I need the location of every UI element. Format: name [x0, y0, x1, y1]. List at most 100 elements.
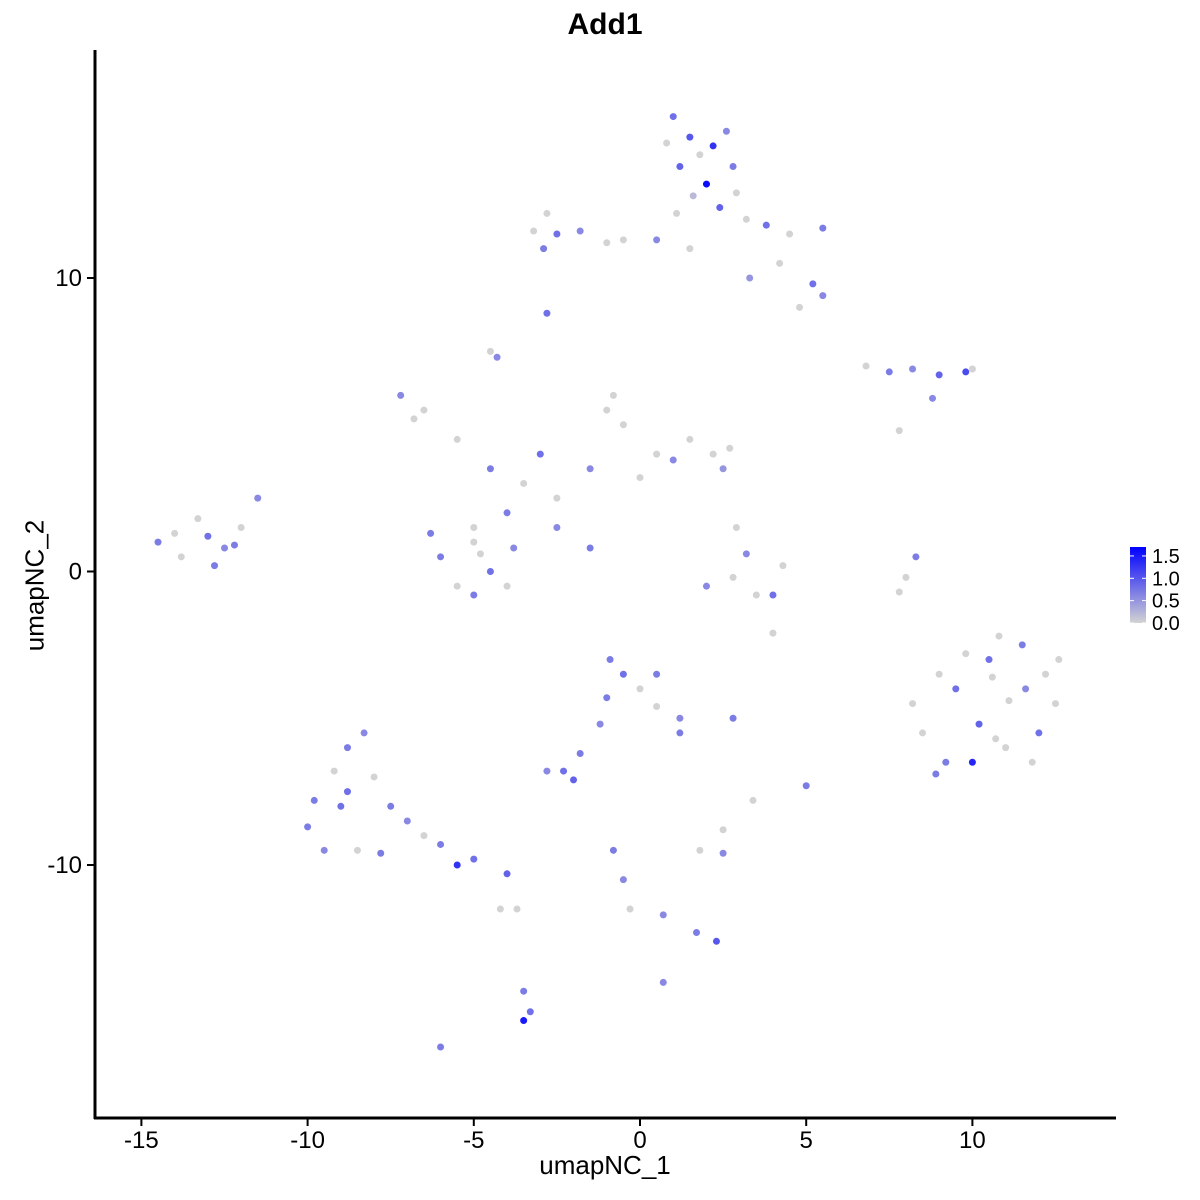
data-point — [653, 236, 661, 244]
data-point — [343, 744, 351, 752]
data-point — [221, 544, 228, 552]
data-point — [769, 629, 777, 637]
data-point — [377, 849, 385, 857]
data-point — [686, 133, 694, 141]
data-point — [1018, 641, 1026, 649]
data-point — [712, 937, 720, 945]
data-point — [337, 802, 345, 810]
data-point — [510, 544, 518, 552]
data-point — [988, 673, 996, 681]
data-point — [343, 788, 351, 796]
data-point — [1002, 744, 1010, 752]
x-tick-label: -15 — [124, 1127, 159, 1154]
data-point — [919, 729, 927, 737]
data-point — [653, 703, 661, 711]
data-point — [370, 773, 378, 781]
data-point — [702, 582, 710, 590]
data-point — [560, 767, 568, 775]
data-point — [909, 365, 917, 373]
data-point — [626, 905, 634, 913]
data-point — [603, 239, 611, 247]
data-point — [729, 573, 737, 581]
color-legend-bar — [1130, 547, 1146, 623]
data-point — [526, 1008, 534, 1016]
data-point — [752, 591, 760, 599]
data-point — [909, 700, 917, 708]
data-point — [732, 189, 740, 197]
data-point — [609, 846, 617, 854]
data-point — [676, 714, 684, 722]
data-point — [420, 406, 428, 414]
data-point — [669, 113, 677, 121]
data-point — [453, 861, 461, 869]
data-point — [619, 236, 627, 244]
data-point — [676, 162, 684, 170]
data-point — [553, 494, 561, 502]
data-point — [427, 529, 435, 537]
data-point — [230, 541, 238, 549]
data-point — [935, 670, 943, 678]
data-point — [211, 562, 219, 570]
data-point — [895, 427, 903, 435]
data-point — [742, 215, 750, 223]
data-point — [696, 151, 704, 159]
y-tick-label: 10 — [55, 265, 82, 292]
data-point — [962, 368, 970, 376]
x-tick-label: -10 — [290, 1127, 325, 1154]
data-point — [353, 846, 361, 854]
data-point — [669, 456, 677, 464]
data-point — [320, 846, 328, 854]
data-point — [619, 421, 627, 429]
data-point — [809, 280, 817, 288]
data-point — [606, 656, 614, 664]
data-point — [543, 767, 551, 775]
data-point — [702, 180, 710, 188]
data-point — [540, 245, 548, 253]
data-point — [553, 230, 561, 238]
data-point — [885, 368, 893, 376]
data-point — [1052, 700, 1059, 708]
data-point — [802, 782, 810, 790]
data-point — [237, 523, 245, 531]
data-point — [437, 1043, 445, 1051]
data-point — [749, 796, 757, 804]
data-point — [693, 929, 701, 937]
data-point — [962, 650, 970, 658]
data-point — [310, 796, 318, 804]
data-point — [709, 142, 717, 150]
data-point — [553, 523, 561, 531]
data-point — [636, 685, 644, 693]
data-point — [659, 911, 667, 919]
legend-label: 1.0 — [1152, 568, 1180, 590]
legend-label: 0.0 — [1152, 613, 1180, 635]
data-point — [360, 729, 368, 737]
data-point — [663, 139, 671, 147]
data-point — [985, 656, 993, 664]
data-point — [420, 832, 428, 840]
data-point — [536, 450, 544, 458]
legend-label: 0.5 — [1152, 591, 1180, 613]
data-point — [403, 817, 411, 825]
data-point — [470, 523, 478, 531]
data-point — [503, 509, 511, 517]
data-point — [204, 532, 212, 540]
data-point — [1028, 758, 1036, 766]
data-point — [619, 876, 627, 884]
data-point — [576, 227, 584, 235]
data-point — [732, 523, 740, 531]
data-point — [722, 127, 730, 135]
data-point — [819, 224, 827, 232]
data-point — [154, 538, 162, 546]
data-point — [992, 735, 1000, 743]
data-point — [486, 347, 494, 355]
data-point — [437, 553, 445, 561]
data-point — [1022, 685, 1030, 693]
data-point — [387, 802, 395, 810]
data-point — [862, 362, 870, 370]
data-point — [719, 849, 727, 857]
data-point — [975, 720, 983, 728]
data-point — [194, 515, 202, 523]
data-point — [603, 406, 611, 414]
data-point — [912, 553, 920, 561]
data-point — [995, 632, 1003, 640]
